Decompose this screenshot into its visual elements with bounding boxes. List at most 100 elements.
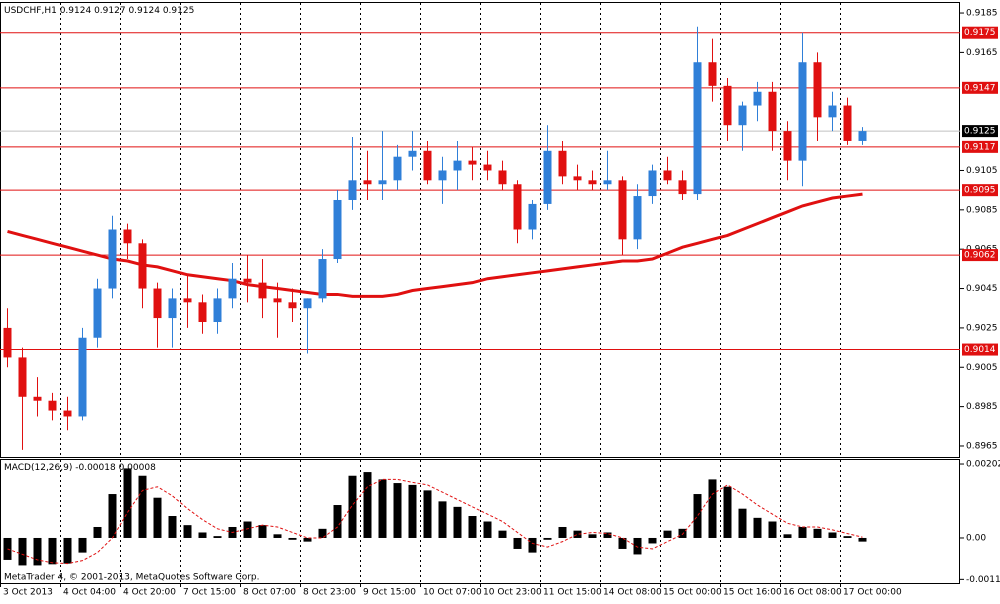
- candle-body: [453, 160, 462, 171]
- macd-bar: [288, 537, 297, 540]
- candle-body: [528, 203, 537, 230]
- header-low: 0.9124: [128, 6, 160, 16]
- moving-average: [7, 192, 863, 298]
- candle-body: [18, 357, 27, 397]
- candle-body: [108, 229, 117, 289]
- candle-body: [228, 278, 237, 299]
- macd-bar: [498, 530, 507, 538]
- level-label-box: [962, 26, 998, 39]
- candle-body: [303, 298, 312, 309]
- candle-body: [48, 400, 57, 411]
- candle-body: [633, 196, 642, 240]
- candle-body: [273, 298, 282, 303]
- macd-label: MACD(12,26,9): [4, 463, 72, 473]
- header-high: 0.9127: [94, 6, 126, 16]
- macd-y-tick-label: -0.00113: [966, 575, 1000, 585]
- macd-bar: [243, 521, 252, 538]
- candle-body: [393, 156, 402, 181]
- current-price-label: 0.9125: [964, 127, 996, 137]
- macd-bar: [663, 530, 672, 538]
- candle-body: [183, 298, 192, 303]
- level-label-box: [962, 81, 998, 94]
- y-tick-label: 0.9045: [966, 284, 998, 294]
- candle-body: [573, 176, 582, 181]
- candle-body: [798, 62, 807, 161]
- macd-bar: [123, 468, 132, 538]
- x-tick-label: 15 Oct 16:00: [723, 588, 782, 598]
- y-tick-label: 0.8985: [966, 402, 998, 412]
- candle-body: [618, 180, 627, 240]
- macd-bar: [213, 536, 222, 538]
- x-tick-label: 17 Oct 00:00: [843, 588, 902, 598]
- macd-bar: [648, 537, 657, 544]
- y-tick-label: 0.9085: [966, 205, 998, 215]
- macd-bar: [618, 537, 627, 549]
- macd-bar: [738, 508, 747, 538]
- macd-bar: [168, 516, 177, 538]
- x-tick-label: 8 Oct 07:00: [243, 588, 296, 598]
- candle-body: [258, 282, 267, 299]
- candle-body: [558, 150, 567, 177]
- candle-body: [858, 131, 867, 141]
- candle-body: [378, 180, 387, 185]
- candle-body: [663, 170, 672, 181]
- candle-body: [423, 150, 432, 181]
- macd-bar: [603, 532, 612, 538]
- candle-body: [723, 85, 732, 126]
- x-tick-label: 14 Oct 08:00: [603, 588, 662, 598]
- macd-bar: [93, 526, 102, 538]
- level-label: 0.9014: [964, 345, 996, 355]
- candle-body: [513, 184, 522, 230]
- y-tick-label: 0.9005: [966, 363, 998, 373]
- macd-bar: [48, 537, 57, 565]
- chart-header: USDCHF,H1 0.9124 0.9127 0.9124 0.9125: [4, 6, 194, 16]
- level-label: 0.9095: [964, 186, 996, 196]
- macd-y-tick-label: 0.00: [966, 533, 986, 543]
- candle-body: [783, 131, 792, 161]
- macd-bar: [453, 506, 462, 538]
- macd-bar: [858, 537, 867, 542]
- macd-bar: [843, 536, 852, 538]
- candle-body: [543, 150, 552, 204]
- macd-bar: [363, 472, 372, 538]
- candle-body: [78, 337, 87, 417]
- x-tick-label: 4 Oct 04:00: [63, 588, 116, 598]
- candle-body: [33, 396, 42, 401]
- level-label-box: [962, 343, 998, 356]
- candle-body: [828, 105, 837, 118]
- candle-body: [318, 259, 327, 299]
- macd-bar: [78, 537, 87, 553]
- macd-bar: [798, 526, 807, 538]
- macd-bar: [333, 505, 342, 538]
- x-tick-label: 7 Oct 15:00: [183, 588, 236, 598]
- candle-body: [648, 170, 657, 197]
- y-tick-label: 0.9165: [966, 48, 998, 58]
- candle-body: [813, 62, 822, 118]
- macd-bar: [828, 532, 837, 538]
- macd-bar: [783, 534, 792, 538]
- macd-signal-value: 0.00008: [119, 463, 156, 473]
- candle-body: [468, 160, 477, 165]
- candle-body: [243, 278, 252, 283]
- y-tick-label: 0.9105: [966, 166, 998, 176]
- candle-body: [138, 243, 147, 289]
- macd-bar: [348, 475, 357, 538]
- macd-bar: [633, 537, 642, 555]
- candle-body: [348, 180, 357, 200]
- candle-body: [213, 298, 222, 323]
- candle-body: [198, 302, 207, 323]
- macd-y-tick-label: 0.00202: [966, 460, 1000, 470]
- x-tick-label: 9 Oct 15:00: [363, 588, 416, 598]
- macd-bar: [138, 475, 147, 538]
- macd-bar: [573, 530, 582, 538]
- candle-body: [753, 91, 762, 106]
- candle-body: [603, 180, 612, 185]
- x-tick-label: 8 Oct 23:00: [303, 588, 356, 598]
- candle-body: [768, 91, 777, 132]
- level-label-box: [962, 140, 998, 153]
- candle-body: [333, 199, 342, 260]
- candle-body: [693, 62, 702, 195]
- macd-bar: [108, 494, 117, 538]
- macd-bar: [378, 479, 387, 538]
